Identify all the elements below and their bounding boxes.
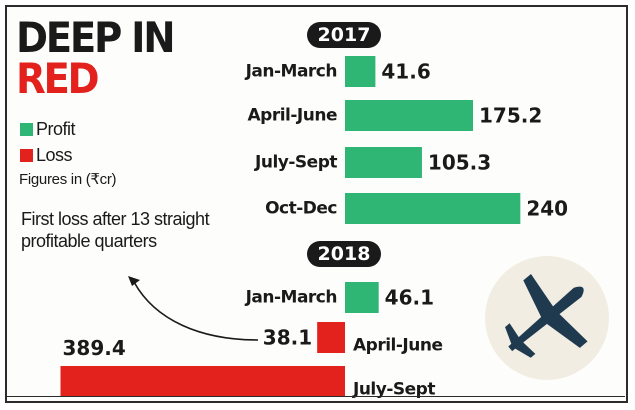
annotation-arrow [133,281,259,341]
category-label-july-sept-2018: July-Sept [352,380,435,400]
bar-oct-dec-2017 [345,193,521,224]
value-label-april-june-2018: 38.1 [263,326,312,350]
bar-april-june-2018 [317,322,345,353]
airplane-icon [485,256,609,380]
value-label-july-sept-2018: 389.4 [63,336,126,360]
bar-july-sept-2018 [60,366,345,397]
category-label-april-june-2018: April-June [353,336,442,356]
value-label-april-june-2017: 175.2 [479,104,542,128]
bars-layer: 41.6 Jan-March 175.2 April-June 105.3 July-Se… [60,56,568,400]
bar-april-june-2017 [345,100,474,131]
category-label-jan-march-2017: Jan-March [245,62,337,82]
value-label-july-sept-2017: 105.3 [428,151,491,175]
chart-title-line1: DEEP IN [16,13,176,62]
year-label-2017: 2017 [307,22,381,48]
bar-jan-march-2017 [345,56,376,87]
annotation-text: First loss after 13 straight profitable … [21,209,210,251]
legend-item-profit: Profit [20,118,76,140]
value-label-jan-march-2017: 41.6 [381,60,430,84]
bottom-rule [6,396,625,397]
legend-label-loss: Loss [36,144,73,165]
category-label-jan-march-2018: Jan-March [245,288,337,308]
category-label-oct-dec-2017: Oct-Dec [265,199,337,219]
annotation-arrowhead [128,276,140,286]
chart-title-line2: RED [16,54,100,103]
value-label-jan-march-2018: 46.1 [385,286,434,310]
legend-label-profit: Profit [36,118,76,139]
value-label-oct-dec-2017: 240 [526,197,568,221]
units-note: Figures in (₹cr) [19,171,117,188]
legend-swatch-loss [20,148,33,162]
legend-swatch-profit [20,122,33,136]
category-label-april-june-2017: April-June [248,106,337,126]
legend-item-loss: Loss [20,144,73,166]
bar-july-sept-2017 [345,147,422,178]
year-label-2018: 2018 [307,241,381,267]
bar-jan-march-2018 [345,282,379,313]
category-label-july-sept-2017: July-Sept [254,153,337,173]
